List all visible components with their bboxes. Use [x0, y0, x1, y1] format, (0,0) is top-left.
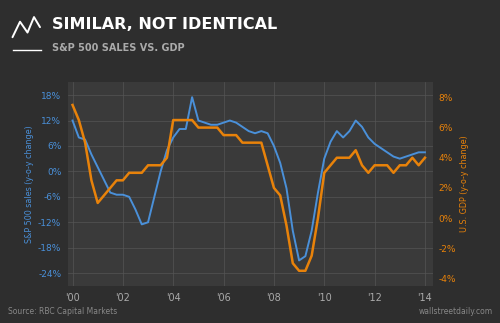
Text: S&P 500 SALES VS. GDP: S&P 500 SALES VS. GDP: [52, 43, 185, 53]
Text: wallstreetdaily.com: wallstreetdaily.com: [418, 307, 492, 316]
Y-axis label: U.S. GDP (y-o-y change): U.S. GDP (y-o-y change): [460, 136, 469, 233]
Text: SIMILAR, NOT IDENTICAL: SIMILAR, NOT IDENTICAL: [52, 17, 278, 32]
Text: Source: RBC Capital Markets: Source: RBC Capital Markets: [8, 307, 117, 316]
Y-axis label: S&P 500 sales (y-o-y change): S&P 500 sales (y-o-y change): [24, 125, 34, 243]
